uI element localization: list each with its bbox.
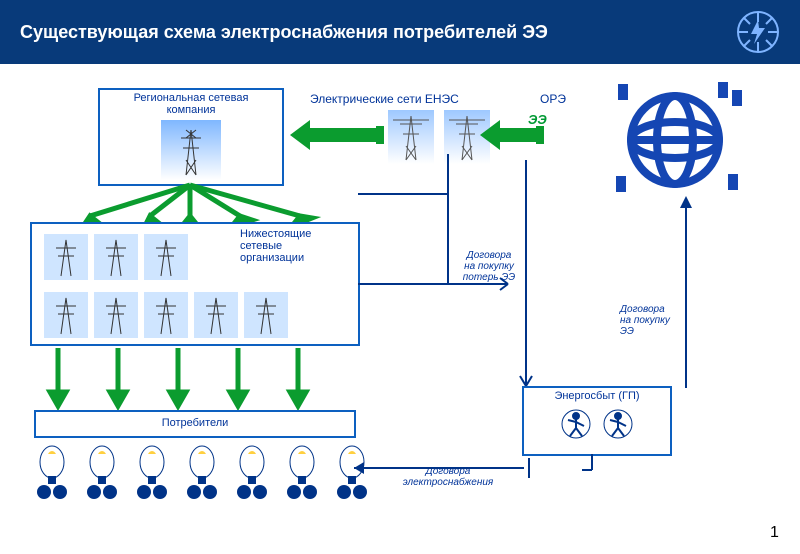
consumer-icon xyxy=(80,444,124,500)
elecnets-label: Электрические сети ЕНЭС xyxy=(310,92,459,106)
tower-icon xyxy=(94,292,138,338)
energosbyt-box: Энергосбыт (ГП) xyxy=(522,386,672,456)
company-logo xyxy=(736,10,780,54)
tower-icon xyxy=(244,292,288,338)
arrow-green xyxy=(480,120,550,150)
page-title: Существующая схема электроснабжения потр… xyxy=(20,22,548,43)
tower-icon xyxy=(194,292,238,338)
downstream-box: Нижестоящие сетевые организации xyxy=(30,222,360,346)
diagram-content: Региональная сетевая компания Электричес… xyxy=(0,64,800,554)
consumers-box: Потребители xyxy=(34,410,356,438)
consumers-label: Потребители xyxy=(36,417,354,429)
arrow-green-down xyxy=(38,344,358,414)
running-icon xyxy=(600,406,636,451)
tower-icon xyxy=(161,120,221,180)
tower-icon xyxy=(144,292,188,338)
buy-losses-label: Договора на покупку потерь ЭЭ xyxy=(444,250,534,283)
arrow-green xyxy=(290,120,390,150)
arrow-supply xyxy=(354,458,534,478)
tower-icon xyxy=(44,234,88,280)
consumer-icon xyxy=(180,444,224,500)
consumer-icon xyxy=(280,444,324,500)
header: Существующая схема электроснабжения потр… xyxy=(0,0,800,64)
tower-icon xyxy=(144,234,188,280)
regional-label: Региональная сетевая компания xyxy=(100,92,282,116)
arrow-up-energo xyxy=(676,196,696,388)
tower-icon xyxy=(94,234,138,280)
consumer-icon xyxy=(30,444,74,500)
buy-ee-label: Договора на покупку ЭЭ xyxy=(620,304,710,337)
orem-label: ОРЭ xyxy=(540,92,566,106)
tower-icon xyxy=(44,292,88,338)
consumer-icon xyxy=(130,444,174,500)
energo-label: Энергосбыт (ГП) xyxy=(524,390,670,402)
consumer-icon xyxy=(230,444,274,500)
globe-icon xyxy=(600,80,750,205)
downstream-label: Нижестоящие сетевые организации xyxy=(240,228,350,264)
arrow-supply-corner xyxy=(582,454,602,474)
consumers-row xyxy=(30,444,374,500)
page-number: 1 xyxy=(770,524,779,542)
regional-box: Региональная сетевая компания xyxy=(98,88,284,186)
running-icon xyxy=(558,406,594,451)
